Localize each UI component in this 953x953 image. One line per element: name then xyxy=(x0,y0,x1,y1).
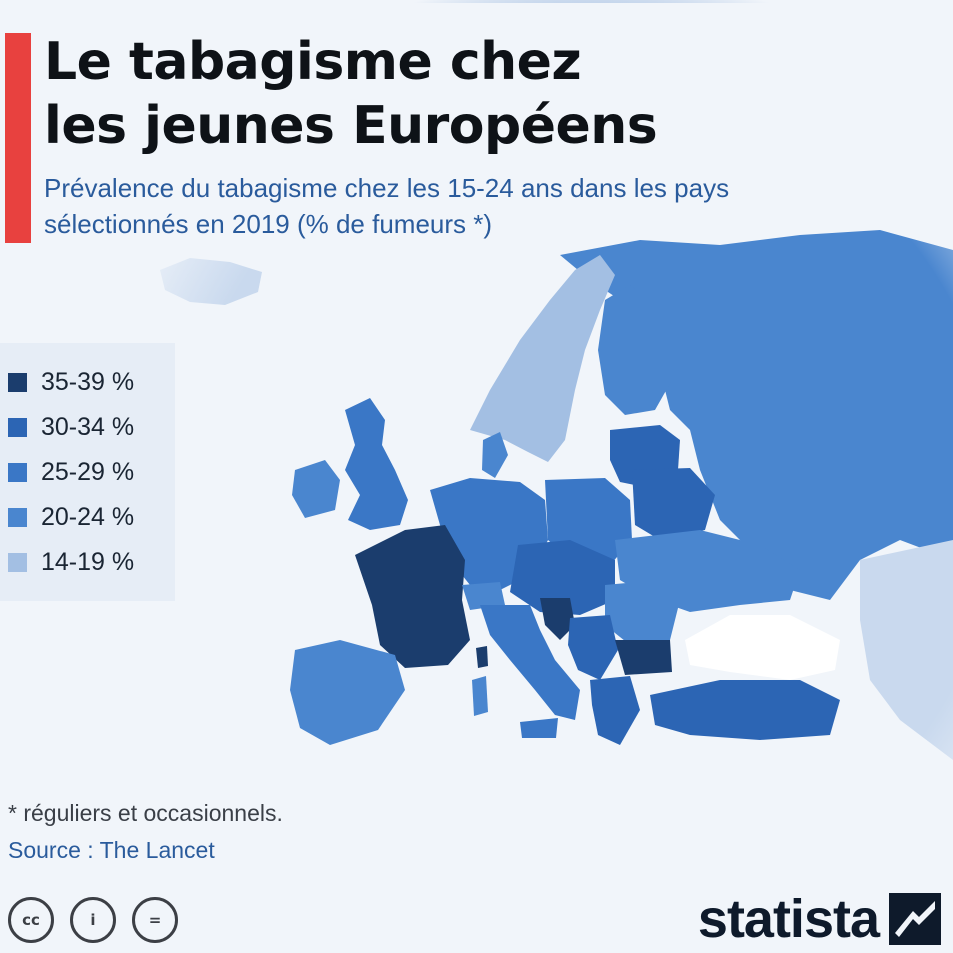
footnote: * réguliers et occasionnels. xyxy=(8,800,283,826)
legend-label: 14-19 % xyxy=(41,547,135,576)
legend-item-14-19: 14-19 % xyxy=(8,547,134,577)
statista-logo[interactable]: statista xyxy=(698,888,941,950)
brand-wordmark: statista xyxy=(697,889,880,949)
subtitle-line-1: Prévalence du tabagisme chez les 15-24 a… xyxy=(44,173,730,203)
legend-swatch xyxy=(8,552,27,572)
license-icons: cc i = xyxy=(8,897,194,943)
legend-item-20-24: 20-24 % xyxy=(8,502,134,532)
legend-swatch xyxy=(8,507,27,527)
legend-item-30-34: 30-34 % xyxy=(8,412,134,442)
statista-mark-icon xyxy=(889,893,941,945)
legend-label: 25-29 % xyxy=(41,457,135,486)
legend: 35-39 % 30-34 % 25-29 % 20-24 % 14-19 % xyxy=(0,343,175,601)
cc-icon[interactable]: cc xyxy=(8,897,54,943)
page-title: Le tabagisme chez les jeunes Européens xyxy=(44,30,658,158)
legend-swatch xyxy=(8,417,27,437)
title-line-2: les jeunes Européens xyxy=(44,96,658,156)
nd-icon[interactable]: = xyxy=(132,897,178,943)
legend-label: 30-34 % xyxy=(41,412,135,441)
by-icon[interactable]: i xyxy=(70,897,116,943)
legend-item-35-39: 35-39 % xyxy=(8,367,134,397)
subtitle-line-2: sélectionnés en 2019 (% de fumeurs *) xyxy=(44,209,493,239)
legend-item-25-29: 25-29 % xyxy=(8,457,134,487)
title-line-1: Le tabagisme chez xyxy=(44,32,582,92)
legend-label: 20-24 % xyxy=(41,502,135,531)
source-link[interactable]: Source : The Lancet xyxy=(8,837,215,863)
accent-bar xyxy=(5,33,31,243)
legend-swatch xyxy=(8,372,27,392)
page-subtitle: Prévalence du tabagisme chez les 15-24 a… xyxy=(44,170,944,242)
legend-label: 35-39 % xyxy=(41,367,135,396)
legend-swatch xyxy=(8,462,27,482)
